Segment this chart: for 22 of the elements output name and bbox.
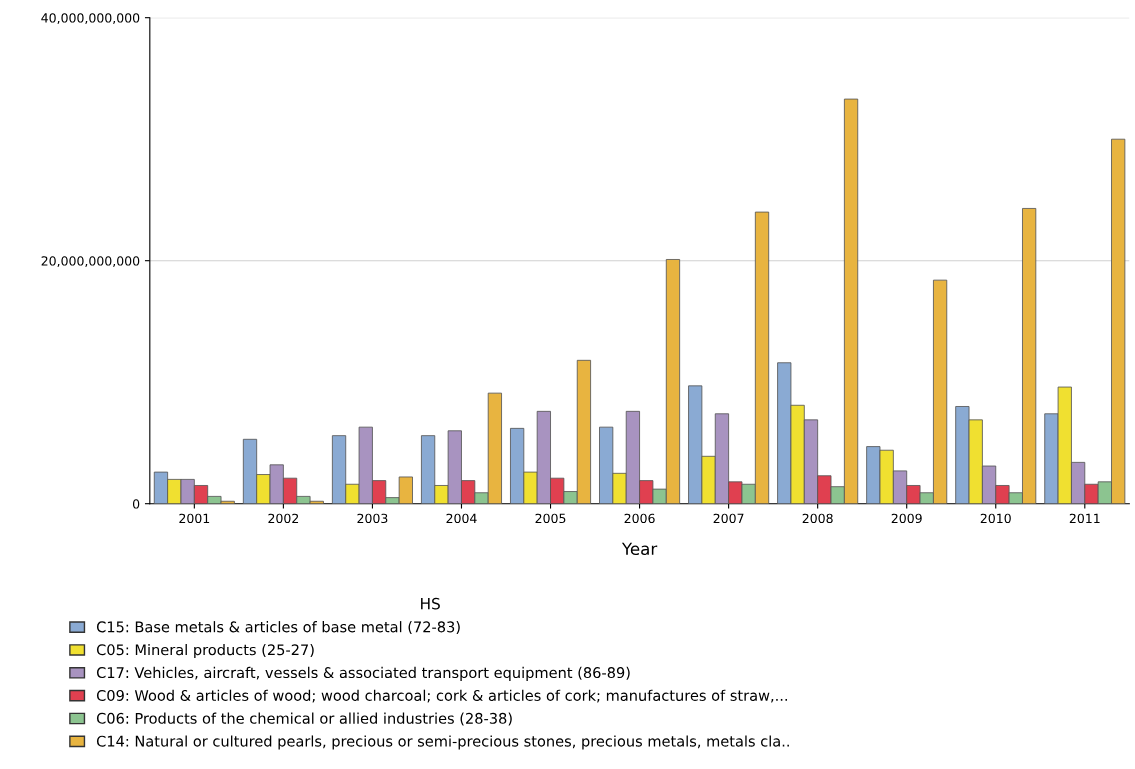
legend-label: C15: Base metals & articles of base metal (72-83)	[96, 621, 460, 635]
x-tick-label: 2003	[357, 513, 388, 524]
x-tick-label: 2008	[802, 513, 833, 524]
legend-label: C06: Products of the chemical or allied industries (28-38)	[96, 712, 512, 726]
x-axis-title: Year	[621, 542, 658, 556]
y-tick-label: 20,000,000,000	[41, 256, 140, 267]
x-tick-label: 2001	[179, 513, 210, 524]
x-tick-label: 2010	[980, 513, 1011, 524]
x-tick-label: 2005	[535, 513, 566, 524]
legend-label: C09: Wood & articles of wood; wood charcoal; cork & articles of cork; manufactures of straw,...	[96, 689, 787, 703]
x-tick-label: 2009	[891, 513, 922, 524]
legend-label: C05: Mineral products (25-27)	[96, 643, 314, 659]
x-tick-label: 2002	[268, 513, 299, 524]
x-tick-label: 2004	[446, 513, 477, 524]
y-tick-label: 40,000,000,000	[41, 13, 140, 24]
x-tick-label: 2011	[1069, 513, 1100, 524]
legend-label: C14: Natural or cultured pearls, precious or semi-precious stones, precious metals, metals cla..	[96, 735, 789, 750]
legend-title: HS	[421, 597, 440, 610]
y-tick-label: 0	[132, 499, 140, 509]
legend-label: C17: Vehicles, aircraft, vessels & associated transport equipment (86-89)	[96, 666, 630, 681]
x-tick-label: 2006	[624, 513, 655, 524]
x-tick-label: 2007	[713, 513, 744, 524]
